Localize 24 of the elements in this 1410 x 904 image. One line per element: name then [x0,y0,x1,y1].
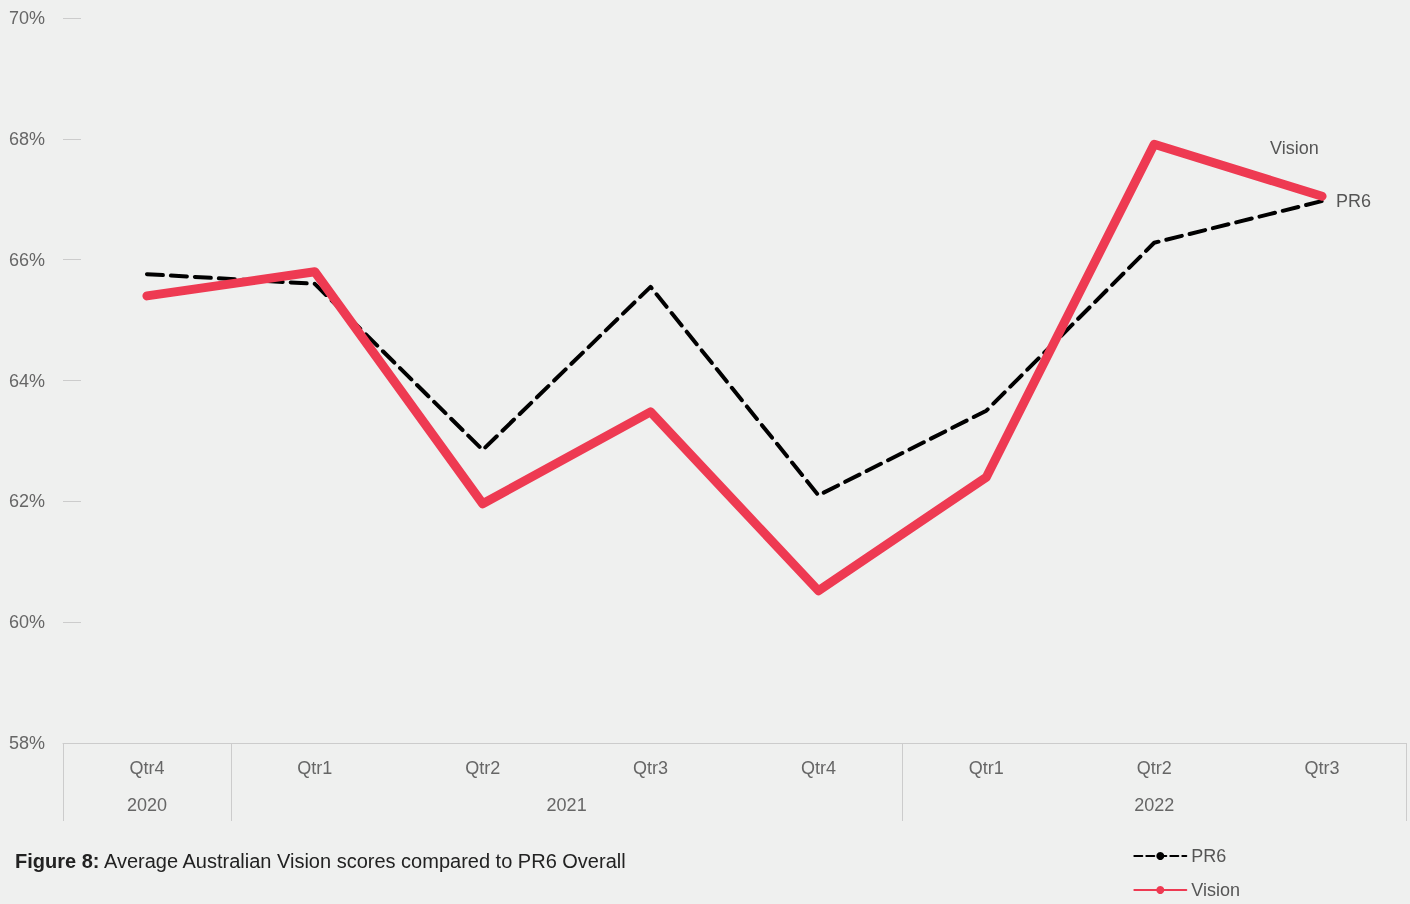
x-tick-label: Qtr1 [968,758,1004,778]
legend-label: Vision [1191,880,1240,900]
x-tick-label: Qtr3 [1304,758,1340,778]
text: Figure 8: Average Australian Vision scores compared to PR6 Overall [15,850,626,872]
y-tick-label: 64% [8,370,45,391]
y-tick-label: 66% [8,249,45,270]
x-tick-label: Qtr4 [800,758,836,778]
text: Vision [1270,138,1319,159]
y-tick-label: 62% [8,491,45,512]
legend-label: PR6 [1191,846,1227,866]
text: PR6 [1336,191,1372,212]
x-tick-label: Qtr4 [129,758,165,778]
text: 2020 [126,795,167,816]
x-tick-label: Qtr1 [297,758,333,778]
y-tick-label: 58% [8,733,45,753]
y-tick-label: 68% [8,128,45,149]
y-tick-label: 70% [8,8,45,28]
x-tick-label: Qtr2 [1136,758,1172,778]
text: 2022 [1134,795,1175,816]
x-tick-label: Qtr2 [465,758,501,778]
y-tick-label: 60% [8,612,45,633]
x-tick-label: Qtr3 [633,758,669,778]
text: 2021 [546,795,587,816]
line-series [144,199,1325,498]
